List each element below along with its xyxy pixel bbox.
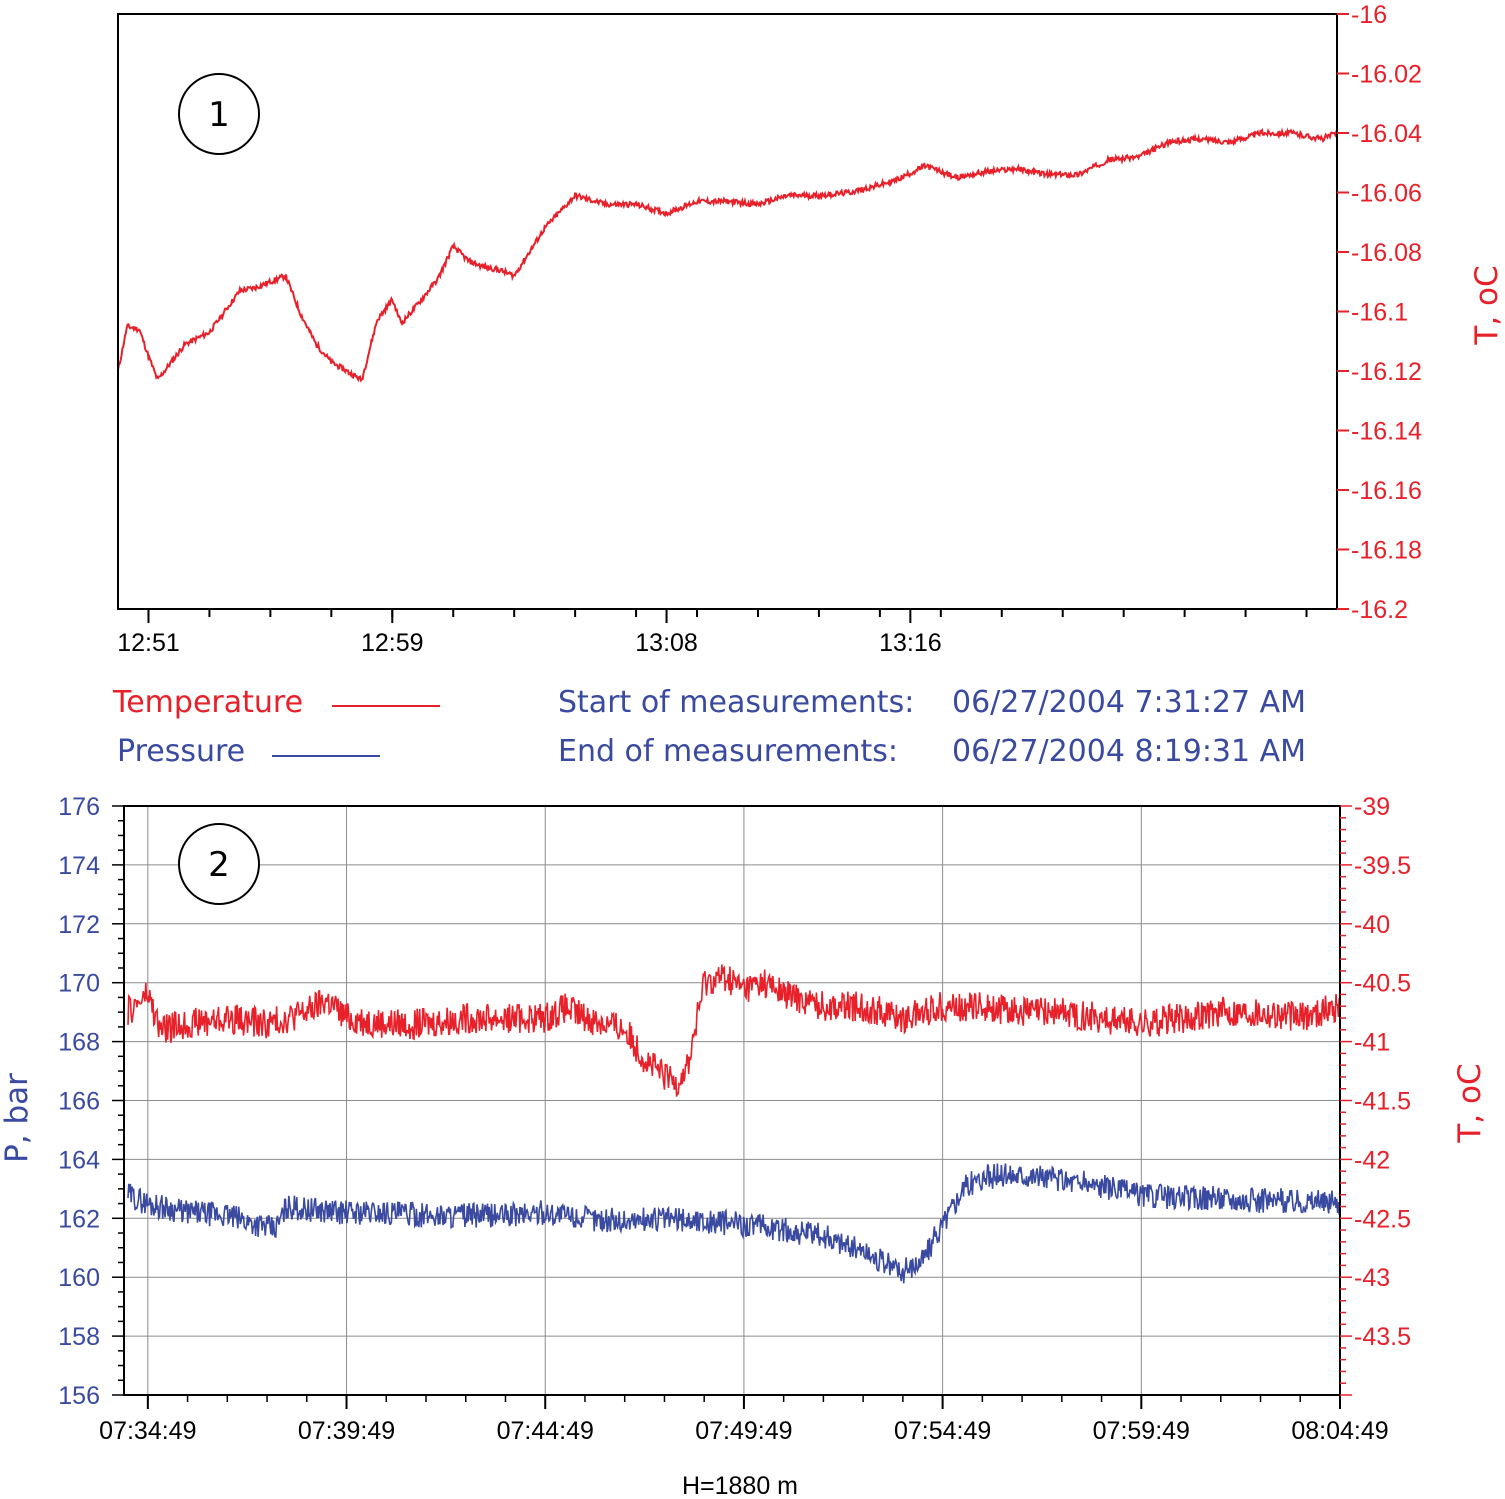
panel-1-right-y-axis-label: T, oC — [1469, 265, 1505, 345]
y-tick-label: -16.18 — [1351, 537, 1422, 565]
left-y-tick-label: 168 — [58, 1029, 100, 1057]
right-y-tick-label: -39 — [1354, 793, 1390, 821]
pressure-series-line — [127, 1163, 1341, 1284]
panel-1-badge-label: 1 — [208, 95, 230, 135]
panel-2-pressure-temperature-chart: 07:34:49 07:39:49 07:44:49 07:49:49 07:54:49… — [0, 793, 1488, 1499]
panel-2-badge — [178, 823, 260, 905]
left-y-tick-label: 176 — [58, 793, 100, 821]
left-y-tick-label: 166 — [58, 1088, 100, 1116]
panel-2-left-y-axis-label: P, bar — [0, 1073, 35, 1163]
right-y-tick-label: -40.5 — [1354, 970, 1411, 998]
right-y-tick-label: -41 — [1354, 1029, 1390, 1057]
legend-pressure-swatch — [272, 755, 380, 757]
panel-2-gridlines — [124, 805, 1341, 1396]
x-tick-label: 13:08 — [635, 629, 698, 657]
x-tick-label: 13:16 — [879, 629, 942, 657]
panel-2-badge-label: 2 — [208, 845, 230, 885]
panel-1-right-y-axis: -16 -16.02 -16.04 -16.06 -16.08 -16.1 -16.12 -1… — [1337, 1, 1422, 624]
temperature-series-line — [117, 127, 1338, 383]
legend-temperature-label: Temperature — [113, 685, 304, 720]
right-y-tick-label: -42.5 — [1354, 1205, 1411, 1233]
y-tick-label: -16.02 — [1351, 61, 1422, 89]
panel-2-left-y-axis: 156 158 160 162 164 166 168 170 172 174 176 — [58, 793, 124, 1410]
y-tick-label: -16.16 — [1351, 477, 1422, 505]
x-tick-label: 07:44:49 — [497, 1417, 594, 1445]
left-y-tick-label: 170 — [58, 970, 100, 998]
right-y-tick-label: -43.5 — [1354, 1323, 1411, 1351]
y-tick-label: -16.1 — [1351, 299, 1408, 327]
panel-1-series-layer — [117, 127, 1338, 383]
y-tick-label: -16.2 — [1351, 596, 1408, 624]
legend-temperature-swatch — [332, 705, 440, 707]
right-y-tick-label: -42 — [1354, 1146, 1390, 1174]
y-tick-label: -16 — [1351, 1, 1387, 29]
x-tick-label: 12:59 — [361, 629, 424, 657]
y-tick-label: -16.04 — [1351, 120, 1422, 148]
left-y-tick-label: 172 — [58, 911, 100, 939]
start-of-measurements-label: Start of measurements: — [558, 685, 915, 720]
x-tick-label: 07:49:49 — [695, 1417, 792, 1445]
start-of-measurements-value: 06/27/2004 7:31:27 AM — [952, 685, 1307, 720]
temperature-series-line — [127, 964, 1341, 1097]
y-tick-label: -16.06 — [1351, 180, 1422, 208]
panel-2-x-axis-label: H=1880 m — [682, 1472, 798, 1499]
x-tick-label: 12:51 — [117, 629, 180, 657]
panel-1-frame — [117, 13, 1338, 610]
left-y-tick-label: 162 — [58, 1205, 100, 1233]
x-tick-label: 07:39:49 — [298, 1417, 395, 1445]
right-y-tick-label: -43 — [1354, 1264, 1390, 1292]
panel-1-temperature-chart: 12:51 12:59 13:08 13:16 -16 -16.02 -16.04 -16.… — [117, 1, 1505, 657]
legend-pressure-label: Pressure — [117, 734, 246, 769]
panel-2-series-layer — [127, 964, 1341, 1284]
panel-1-x-axis: 12:51 12:59 13:08 13:16 — [117, 609, 1308, 657]
end-of-measurements-label: End of measurements: — [558, 734, 899, 769]
y-tick-label: -16.12 — [1351, 358, 1422, 386]
panel-2-right-y-axis-label: T, oC — [1452, 1063, 1488, 1143]
left-y-tick-label: 174 — [58, 852, 100, 880]
left-y-tick-label: 158 — [58, 1323, 100, 1351]
right-y-tick-label: -40 — [1354, 911, 1390, 939]
left-y-tick-label: 156 — [58, 1382, 100, 1410]
x-tick-label: 07:34:49 — [99, 1417, 196, 1445]
x-tick-label: 07:54:49 — [894, 1417, 991, 1445]
left-y-tick-label: 160 — [58, 1264, 100, 1292]
x-tick-label: 07:59:49 — [1093, 1417, 1190, 1445]
y-tick-label: -16.08 — [1351, 239, 1422, 267]
end-of-measurements-value: 06/27/2004 8:19:31 AM — [952, 734, 1307, 769]
y-tick-label: -16.14 — [1351, 418, 1422, 446]
x-tick-label: 08:04:49 — [1291, 1417, 1388, 1445]
panel-1-badge — [178, 73, 260, 155]
panel-2-right-y-axis: -39 -39.5 -40 -40.5 -41 -41.5 -42 -42.5 -43 -43.5 — [1340, 793, 1411, 1396]
panel-2-x-axis: 07:34:49 07:39:49 07:44:49 07:49:49 07:54:49… — [99, 1395, 1389, 1445]
right-y-tick-label: -39.5 — [1354, 852, 1411, 880]
left-y-tick-label: 164 — [58, 1146, 100, 1174]
right-y-tick-label: -41.5 — [1354, 1088, 1411, 1116]
